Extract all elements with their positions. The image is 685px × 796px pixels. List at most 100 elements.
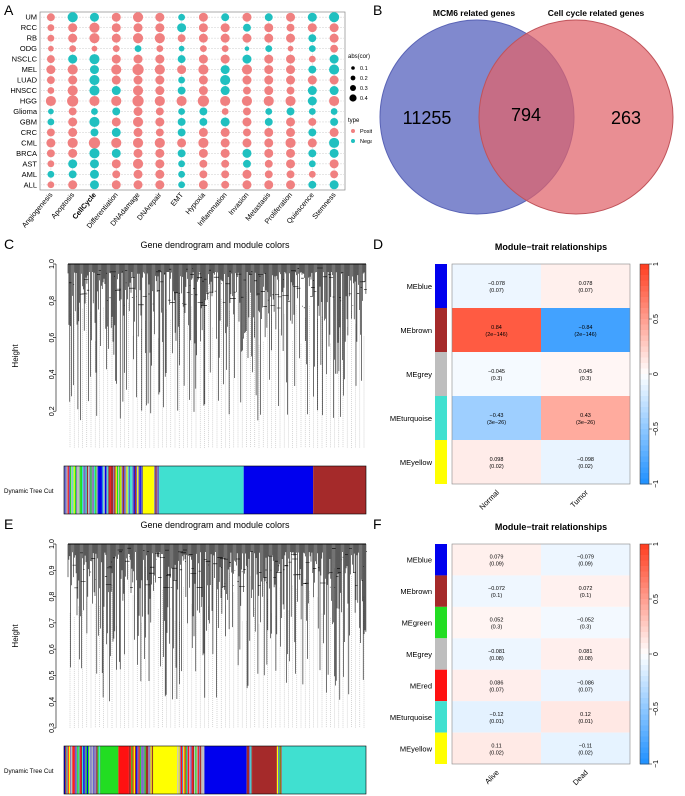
legend-step [640,549,649,556]
heatmap-cell [541,352,630,396]
colorbar-stripe [198,746,201,794]
colorbar-stripe [132,746,134,794]
dot [264,148,274,158]
heatmap-cell [541,669,630,702]
dot [308,149,317,158]
colorbar-stripe [136,466,138,514]
dot [286,12,296,22]
colorbar-stripe [200,746,202,794]
row-label: CML [21,138,37,147]
cell-pvalue: (0.07) [489,288,504,294]
colorbar-stripe [157,466,160,514]
dot [67,85,78,96]
dot [47,24,55,32]
colorbar-stripe [85,746,87,794]
dot [286,54,296,64]
colorbar-label: Dynamic Tree Cut [4,488,54,495]
colorbar-stripe [196,746,198,794]
dot [221,45,229,53]
y-axis-label: Height [11,344,20,368]
colorbar-stripe [91,746,93,794]
y-tick-label: 0.8 [49,592,56,602]
heatmap-cell [541,701,630,733]
legend-step [640,610,649,616]
colorbar-stripe [133,466,135,514]
row-label: MEyellow [400,458,433,467]
dot [112,170,121,179]
dot [154,137,165,148]
heatmap-cell [541,440,630,484]
heatmap-cell [541,575,630,607]
colorbar-stripe [83,466,85,514]
colorbar-stripe [183,746,185,794]
dot [220,117,230,127]
colorbar-stripe [107,466,109,514]
cell-pvalue: (0.02) [489,464,504,470]
dot [178,160,186,168]
dot [241,95,253,107]
colorbar-module [142,466,154,514]
row-label: GBM [20,117,37,126]
y-tick-label: 0.9 [49,565,56,575]
colorbar-stripe [140,746,143,794]
colorbar-stripe [82,466,84,514]
module-swatch [435,669,447,702]
dot [329,159,339,169]
dot [89,95,100,107]
colorbar-stripe [78,746,80,794]
colorbar-stripe [249,746,251,794]
legend-tick-label: 0 [653,652,660,656]
dot [243,159,251,168]
dot [220,75,231,86]
type-legend-label: Negative [360,139,372,145]
legend-step [640,747,649,754]
dot [132,158,144,169]
dot [111,86,121,96]
dot [242,169,252,179]
dot [154,33,165,44]
dot [178,181,186,189]
dot [244,46,250,51]
y-tick-label: 1.0 [49,539,56,549]
dot [90,128,99,137]
size-legend-dot [349,94,357,102]
legend-step [640,676,649,682]
dot [177,128,186,137]
colorbar-stripe [122,466,125,514]
dot [111,95,122,107]
colorbar-stripe [150,746,152,794]
row-label: ALL [24,180,37,189]
dot [155,54,165,64]
cell-correlation: −0.11 [579,743,593,749]
row-label: BRCA [16,149,37,158]
colorbar-stripe [145,746,148,794]
colorbar-stripe [192,746,195,794]
dot [329,137,340,148]
colorbar-stripe [108,466,110,514]
dot [112,107,121,116]
dot [89,12,99,22]
dot [198,75,208,85]
dot [133,169,143,179]
dot [111,64,122,75]
legend-tick-label: −1 [653,480,660,488]
dot [220,138,230,148]
legend-step [640,709,649,715]
legend-step [640,302,649,309]
dot [177,55,186,64]
cell-pvalue: (2e−146) [574,332,596,338]
colorbar-stripe [191,746,193,794]
colorbar-stripe [128,746,131,794]
size-legend-label: 0.4 [360,96,368,102]
cell-pvalue: (0.07) [578,288,593,294]
dot [220,127,230,137]
dot [264,117,273,126]
legend-step [640,385,649,391]
dot [198,23,208,33]
dot [286,117,296,127]
dot [132,85,144,96]
row-label: UM [25,13,37,22]
colorbar-stripe [185,746,187,794]
panel-label-f: F [373,516,382,532]
